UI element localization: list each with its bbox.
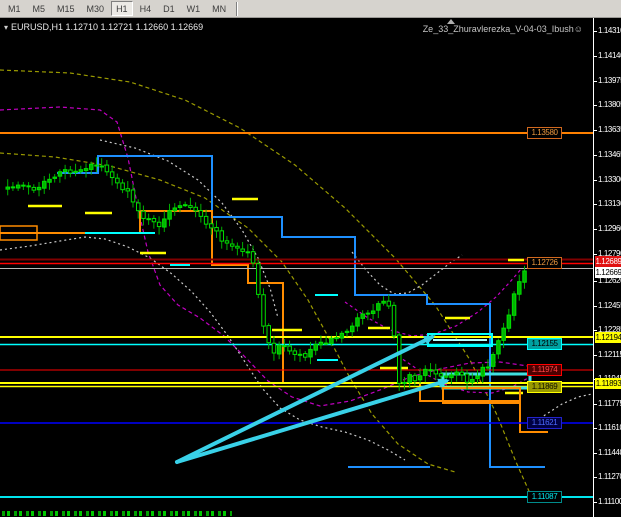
axis-tick-label: 1.14310 <box>598 26 621 35</box>
timeframe-button-M30[interactable]: M30 <box>86 3 105 14</box>
candlesticks <box>5 157 527 391</box>
smiley-icon: ☺ <box>573 24 583 34</box>
axis-tick-mark <box>594 155 597 156</box>
indicator-arrow-icon <box>447 19 455 24</box>
axis-tick-mark <box>594 180 597 181</box>
indicator-step-line-0 <box>57 155 545 468</box>
axis-tick-mark <box>594 477 597 478</box>
indicator-dotted-curve-2 <box>0 106 529 407</box>
timeframe-button-H1[interactable]: H1 <box>111 1 133 16</box>
axis-tick-mark <box>594 56 597 57</box>
timeframe-toolbar: M1 M5 M15 M30 H1 H4 D1 W1 MN <box>0 0 621 18</box>
timeframe-button-MN[interactable]: MN <box>212 3 227 14</box>
chart-price-label-112726: 1.12726 <box>527 257 562 269</box>
price-axis[interactable]: 1.14310 1.14140 1.13975 1.13805 1.13635 1.134… <box>593 18 621 517</box>
trend-line-1 <box>175 379 448 464</box>
chart-price-label-111974: 1.11974 <box>527 364 562 376</box>
toolbar-separator <box>236 1 239 16</box>
axis-tick-label: 1.13635 <box>598 125 621 134</box>
axis-tick-mark <box>594 453 597 454</box>
chart-price-label-113580: 1.13580 <box>527 127 562 139</box>
axis-tick-label: 1.11270 <box>598 472 621 481</box>
clipped-footer-text <box>2 511 232 516</box>
axis-tick-label: 1.13465 <box>598 150 621 159</box>
axis-tick-label: 1.14140 <box>598 51 621 60</box>
indicator-dotted-curve-1 <box>0 152 456 473</box>
chart-menu-triangle-icon[interactable]: ▾ <box>4 23 9 32</box>
indicator-dotted-curve-8 <box>527 393 593 429</box>
axis-tick-label: 1.11440 <box>598 448 621 457</box>
timeframe-button-M5[interactable]: M5 <box>32 3 46 14</box>
indicator-name: Ze_33_Zhuravlerezka_V-04-03_Ibush☺ <box>422 24 583 34</box>
trend-line-0 <box>175 335 434 464</box>
axis-tick-mark <box>594 81 597 82</box>
axis-tick-label: 1.12455 <box>598 301 621 310</box>
axis-tick-label: 1.11775 <box>598 399 621 408</box>
axis-tick-mark <box>594 254 597 255</box>
axis-tick-mark <box>594 428 597 429</box>
indicator-dotted-curve-6 <box>99 139 279 319</box>
axis-price-box-lvl-12194: 1.12194 <box>595 331 621 343</box>
timeframe-button-D1[interactable]: D1 <box>163 3 175 14</box>
chart-canvas[interactable] <box>0 18 593 517</box>
axis-price-box-ask: 1.12689 <box>595 256 621 267</box>
chart-price-label-112155: 1.12155 <box>527 338 562 350</box>
chart-title: ▾ EURUSD,H1 1.12710 1.12721 1.12660 1.126… <box>4 22 203 32</box>
chart-price-label-111869: 1.11869 <box>527 380 562 393</box>
timeframe-button-M15[interactable]: M15 <box>57 3 75 14</box>
trend-line-arrowhead-1 <box>437 378 450 388</box>
axis-tick-label: 1.12115 <box>598 350 621 359</box>
axis-tick-mark <box>594 502 597 503</box>
zone-rectangle-0 <box>0 225 38 241</box>
chart-price-label-111621: 1.11621 <box>527 417 562 429</box>
axis-tick-label: 1.12960 <box>598 224 621 233</box>
timeframe-button-H4[interactable]: H4 <box>139 3 152 14</box>
axis-tick-label: 1.12620 <box>598 276 621 285</box>
axis-tick-mark <box>594 130 597 131</box>
axis-tick-mark <box>594 204 597 205</box>
symbol-ohlc-text: EURUSD,H1 1.12710 1.12721 1.12660 1.1266… <box>11 22 204 32</box>
axis-tick-mark <box>594 330 597 331</box>
axis-tick-label: 1.11100 <box>598 497 621 506</box>
axis-price-box-lvl-11893: 1.11893 <box>595 377 621 389</box>
axis-tick-label: 1.13300 <box>598 175 621 184</box>
axis-tick-label: 1.12285 <box>598 325 621 334</box>
axis-tick-mark <box>594 404 597 405</box>
chart-price-label-111087: 1.11087 <box>527 491 562 503</box>
trend-line-arrowhead-0 <box>423 335 436 345</box>
axis-tick-mark <box>594 31 597 32</box>
zone-rectangle-3 <box>442 387 521 404</box>
axis-tick-mark <box>594 229 597 230</box>
axis-tick-label: 1.12790 <box>598 249 621 258</box>
axis-tick-label: 1.11610 <box>598 423 621 432</box>
axis-price-box-bid: 1.12669 <box>595 266 621 278</box>
axis-tick-mark <box>594 306 597 307</box>
indicator-dotted-curve-3 <box>344 267 523 337</box>
timeframe-button-M1[interactable]: M1 <box>8 3 21 14</box>
timeframe-button-W1[interactable]: W1 <box>186 3 201 14</box>
axis-tick-label: 1.13975 <box>598 76 621 85</box>
axis-tick-label: 1.13130 <box>598 199 621 208</box>
indicator-step-line-2 <box>0 210 548 433</box>
axis-tick-label: 1.13805 <box>598 100 621 109</box>
axis-tick-mark <box>594 355 597 356</box>
axis-tick-mark <box>594 281 597 282</box>
axis-tick-mark <box>594 105 597 106</box>
chart-area[interactable]: ▾ EURUSD,H1 1.12710 1.12721 1.12660 1.126… <box>0 18 593 517</box>
indicator-dotted-curve-5 <box>0 236 406 461</box>
